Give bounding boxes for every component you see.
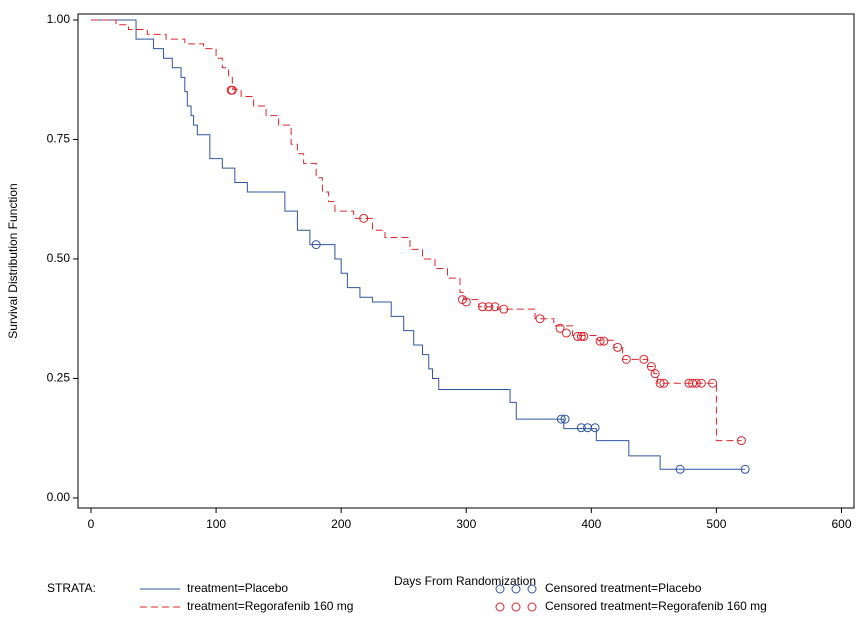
censor-mark [646, 362, 656, 372]
censor-mark [555, 323, 565, 333]
legend-label: treatment=Regorafenib 160 mg [187, 599, 353, 613]
x-tick-label: 200 [331, 517, 351, 531]
censor-mark [461, 297, 471, 307]
censor-mark [696, 378, 706, 388]
y-tick-label: 0.00 [47, 490, 71, 504]
censor-mark [576, 331, 586, 341]
survival-curve [91, 19, 742, 442]
censor-mark [359, 213, 369, 223]
censor-mark [535, 314, 545, 324]
legend-symbol [527, 584, 537, 594]
y-tick-label: 0.25 [47, 371, 71, 385]
censor-mark [227, 85, 237, 95]
y-tick-label: 0.75 [47, 132, 71, 146]
censor-mark [736, 436, 746, 446]
censor-mark [590, 423, 600, 433]
plot-frame [77, 13, 855, 509]
censor-mark [583, 423, 593, 433]
y-axis-label: Survival Distribution Function [6, 183, 20, 338]
censor-mark [576, 423, 586, 433]
censor-mark [650, 369, 660, 379]
censor-mark [579, 331, 589, 341]
x-tick-label: 500 [706, 517, 726, 531]
censor-mark [478, 302, 488, 312]
censor-mark [499, 304, 509, 314]
censor-mark [639, 354, 649, 364]
censor-mark [708, 378, 718, 388]
censor-mark [613, 342, 623, 352]
x-tick-label: 600 [831, 517, 851, 531]
survival-curve [91, 19, 746, 470]
legend-label: Censored treatment=Placebo [545, 581, 702, 595]
censor-mark [561, 328, 571, 338]
censor-mark [599, 336, 609, 346]
censor-mark [659, 378, 669, 388]
legend-label: Censored treatment=Regorafenib 160 mg [545, 599, 767, 613]
legend-symbol [495, 602, 505, 612]
censor-mark [595, 336, 605, 346]
censor-mark [311, 240, 321, 250]
censor-mark [484, 302, 494, 312]
legend-symbol [511, 602, 521, 612]
censor-mark [688, 378, 698, 388]
x-tick-label: 300 [456, 517, 476, 531]
censor-mark [490, 302, 500, 312]
y-tick-label: 0.50 [47, 251, 71, 265]
censor-mark [556, 414, 566, 424]
y-tick-label: 1.00 [47, 12, 71, 26]
x-axis-label: Days From Randomization [394, 574, 536, 588]
legend-symbol [527, 602, 537, 612]
censor-mark [621, 354, 631, 364]
censor-mark [691, 378, 701, 388]
legend-label: treatment=Placebo [187, 581, 288, 595]
x-tick-label: 0 [88, 517, 95, 531]
legend-symbol [495, 584, 505, 594]
legend-title: STRATA: [47, 581, 96, 595]
censor-mark [740, 464, 750, 474]
censor-mark [573, 331, 583, 341]
legend-symbol [511, 584, 521, 594]
x-tick-label: 400 [581, 517, 601, 531]
x-tick-label: 100 [206, 517, 226, 531]
censor-mark [655, 378, 665, 388]
censor-mark [675, 464, 685, 474]
censor-mark [560, 414, 570, 424]
